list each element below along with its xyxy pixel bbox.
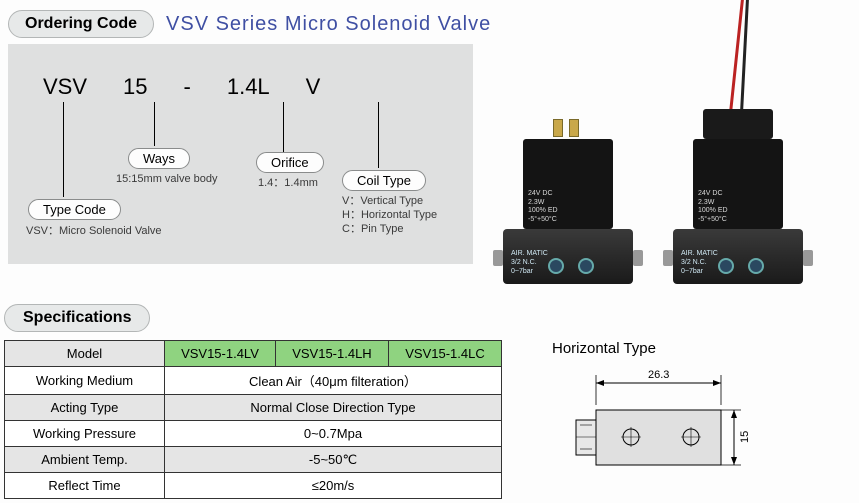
- specifications-pill: Specifications: [4, 304, 150, 332]
- code-type: VSV: [43, 74, 87, 100]
- coil-l4: -5°+50°C: [528, 216, 578, 224]
- th-model: Model: [5, 341, 165, 367]
- ordering-code-pill: Ordering Code: [8, 10, 154, 38]
- code-orifice: 1.4L: [227, 74, 270, 100]
- th-m2: VSV15-1.4LH: [275, 341, 388, 367]
- th-m3: VSV15-1.4LC: [388, 341, 501, 367]
- coil-l1: 24V DC: [528, 190, 578, 198]
- product-images: 24V DC 2.3W 100% ED -5°+50°C AIR. MATIC …: [493, 44, 813, 284]
- code-dash: -: [184, 74, 191, 100]
- row-reflect-label: Reflect Time: [5, 473, 165, 499]
- row-reflect-val: ≤20m/s: [165, 473, 502, 499]
- body-l1: AIR. MATIC: [511, 250, 548, 257]
- body-l3: 0~7bar: [511, 268, 533, 275]
- valve-wired: 24V DC 2.3W 100% ED -5°+50°C AIR. MATIC …: [663, 54, 813, 284]
- dim-h: 15: [739, 431, 751, 443]
- code-ways: 15: [123, 74, 147, 100]
- sub-coil3: C：Pin Type: [342, 222, 404, 237]
- row-acting-label: Acting Type: [5, 395, 165, 421]
- row-medium-label: Working Medium: [5, 367, 165, 395]
- code-coil: V: [306, 74, 321, 100]
- row-temp-val: -5~50℃: [165, 447, 502, 473]
- sub-type: VSV：Micro Solenoid Valve: [26, 224, 162, 239]
- page-title: VSV Series Micro Solenoid Valve: [166, 13, 491, 36]
- dimension-block: Horizontal Type 26.3: [532, 340, 756, 499]
- ordering-diagram: VSV 15 - 1.4L V Type Code VSV：Micro Sole…: [8, 44, 473, 264]
- body-l2: 3/2 N.C.: [511, 259, 537, 266]
- dimension-title: Horizontal Type: [552, 340, 756, 357]
- valve-vertical: 24V DC 2.3W 100% ED -5°+50°C AIR. MATIC …: [493, 54, 643, 284]
- coil-l2: 2.3W: [528, 199, 578, 207]
- coil-l3: 100% ED: [528, 207, 578, 215]
- tag-coil-type: Coil Type: [342, 170, 426, 191]
- row-pressure-val: 0~0.7Mpa: [165, 421, 502, 447]
- tag-ways: Ways: [128, 148, 190, 169]
- sub-orifice: 1.4：1.4mm: [258, 176, 318, 191]
- th-m1: VSV15-1.4LV: [165, 341, 276, 367]
- tag-type-code: Type Code: [28, 199, 121, 220]
- row-acting-val: Normal Close Direction Type: [165, 395, 502, 421]
- sub-ways: 15:15mm valve body: [116, 172, 218, 187]
- row-pressure-label: Working Pressure: [5, 421, 165, 447]
- spec-table: Model VSV15-1.4LV VSV15-1.4LH VSV15-1.4L…: [4, 340, 502, 499]
- dim-w: 26.3: [648, 369, 669, 381]
- tag-orifice: Orifice: [256, 152, 324, 173]
- row-medium-val: Clean Air（40μm filteration）: [165, 367, 502, 395]
- row-temp-label: Ambient Temp.: [5, 447, 165, 473]
- dimension-drawing: 26.3 15: [556, 365, 756, 485]
